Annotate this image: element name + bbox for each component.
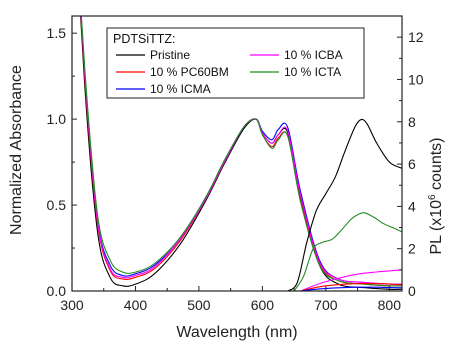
y-right-tick-label: 10 <box>408 71 424 87</box>
right-y-axis-title: PL (x106 counts) <box>427 137 445 254</box>
left-y-axis-title: Normalized Absorbance <box>8 65 25 235</box>
y-right-tick-label: 12 <box>408 29 424 45</box>
left-y-axis: 0.0 0.5 1.0 1.5 <box>47 25 77 299</box>
right-y-axis-title-prefix: PL (x10 <box>428 200 445 255</box>
x-tick-label-700: 700 <box>314 297 338 313</box>
y-left-tick-label: 1.0 <box>47 111 67 127</box>
legend-label-icba: 10 % ICBA <box>284 48 343 62</box>
plot-frame <box>71 15 403 292</box>
right-y-axis: 0 2 4 6 8 10 12 <box>397 29 424 299</box>
x-tick-label-300: 300 <box>60 297 84 313</box>
legend-label-icta: 10 % ICTA <box>284 65 341 79</box>
x-tick-label-600: 600 <box>251 297 275 313</box>
legend-box <box>106 27 365 99</box>
y-right-tick-label: 2 <box>408 241 416 257</box>
legend-title: PDTSiTTZ: <box>113 32 176 46</box>
y-right-tick-label: 0 <box>408 283 416 299</box>
legend-label-pc60bm: 10 % PC60BM <box>150 65 229 79</box>
legend-label-icma: 10 % ICMA <box>150 82 211 96</box>
x-tick-label-800: 800 <box>378 297 402 313</box>
pl-line-10-icta <box>293 212 402 291</box>
y-right-tick-label: 6 <box>408 156 416 172</box>
series-layer <box>79 16 402 291</box>
pl-line-pristine <box>287 118 402 291</box>
legend-label-pristine: Pristine <box>150 48 190 62</box>
y-left-tick-label: 0.0 <box>47 283 67 299</box>
x-axis-title: Wavelength (nm) <box>176 324 297 341</box>
y-right-tick-label: 8 <box>408 114 416 130</box>
pl-line-10-icba <box>300 269 402 291</box>
x-tick-label-400: 400 <box>124 297 148 313</box>
right-y-axis-title-suffix: counts) <box>428 137 445 194</box>
absorbance-line-10-icta <box>80 16 402 287</box>
x-axis: 300 400 500 600 700 800 <box>60 286 401 313</box>
legend: PDTSiTTZ: Pristine 10 % ICBA 10 % PC60BM… <box>106 27 365 99</box>
y-left-tick-label: 0.5 <box>47 197 67 213</box>
x-tick-label-500: 500 <box>187 297 211 313</box>
right-y-axis-title-exponent: 6 <box>427 194 438 200</box>
y-right-tick-label: 4 <box>408 198 416 214</box>
y-left-tick-label: 1.5 <box>47 25 67 41</box>
pl-line-10-pc60bm <box>300 282 402 291</box>
